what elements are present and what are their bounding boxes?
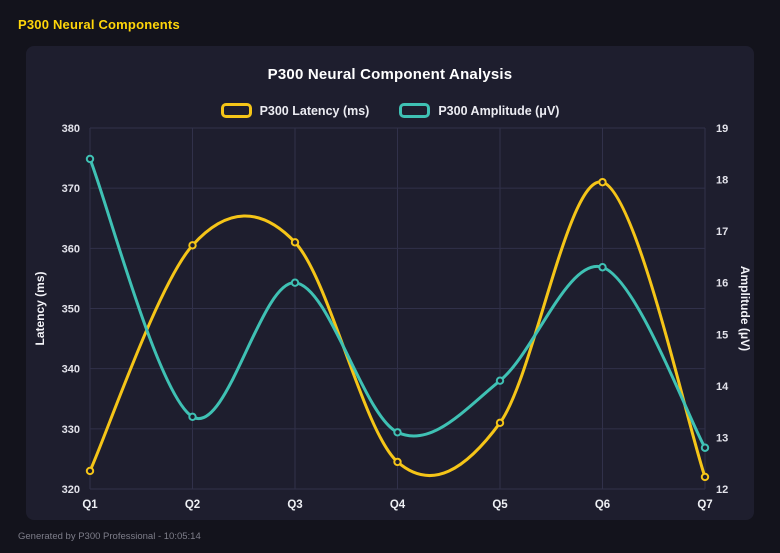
left-axis-tick: 320 <box>62 484 80 496</box>
chart-panel <box>26 46 754 520</box>
x-axis-tick: Q4 <box>390 499 406 511</box>
left-axis-title: Latency (ms) <box>33 271 47 345</box>
left-axis-tick: 370 <box>62 183 80 195</box>
data-point[interactable] <box>85 466 95 476</box>
data-point[interactable] <box>495 418 505 428</box>
right-axis-tick: 14 <box>716 381 729 393</box>
x-axis-tick: Q2 <box>185 499 200 511</box>
legend-label: P300 Amplitude (μV) <box>438 103 560 118</box>
data-point[interactable] <box>495 376 505 385</box>
data-point[interactable] <box>290 238 300 247</box>
x-axis-tick: Q6 <box>595 499 610 511</box>
data-point[interactable] <box>700 443 710 452</box>
right-axis-tick: 18 <box>716 175 728 187</box>
left-axis-tick: 330 <box>62 424 80 436</box>
data-point[interactable] <box>598 263 607 272</box>
right-axis-tick: 19 <box>716 123 728 135</box>
data-point[interactable] <box>188 241 197 250</box>
left-axis-tick: 340 <box>62 364 80 376</box>
data-point[interactable] <box>393 428 402 437</box>
chart-title: P300 Neural Component Analysis <box>267 66 513 83</box>
data-point[interactable] <box>290 278 300 287</box>
data-point[interactable] <box>85 154 95 164</box>
data-point[interactable] <box>393 457 402 467</box>
right-axis-tick: 13 <box>716 432 728 444</box>
left-axis-tick: 350 <box>62 304 80 316</box>
footer-text: Generated by P300 Professional - 10:05:1… <box>18 531 201 542</box>
right-axis-tick: 16 <box>716 278 728 290</box>
legend-item[interactable]: P300 Amplitude (μV) <box>399 103 559 118</box>
x-axis-tick: Q3 <box>287 499 302 511</box>
right-axis-tick: 15 <box>716 329 728 341</box>
data-point[interactable] <box>598 177 607 187</box>
x-axis-tick: Q7 <box>697 499 712 511</box>
data-point[interactable] <box>700 472 710 482</box>
legend-label: P300 Latency (ms) <box>259 103 370 118</box>
legend: P300 Latency (ms) P300 Amplitude (μV) <box>0 103 780 118</box>
right-axis-tick: 17 <box>716 226 728 238</box>
legend-marker-icon <box>220 103 252 118</box>
left-axis-tick: 380 <box>62 123 80 135</box>
right-axis-title: Amplitude (μV) <box>738 266 752 351</box>
legend-marker-icon <box>399 103 431 118</box>
left-axis-tick: 360 <box>62 243 80 255</box>
right-axis-tick: 12 <box>716 484 728 496</box>
page-title: P300 Neural Components <box>18 17 180 32</box>
x-axis-tick: Q1 <box>82 499 98 511</box>
legend-item[interactable]: P300 Latency (ms) <box>220 103 370 118</box>
data-point[interactable] <box>188 412 197 421</box>
x-axis-tick: Q5 <box>492 499 508 511</box>
